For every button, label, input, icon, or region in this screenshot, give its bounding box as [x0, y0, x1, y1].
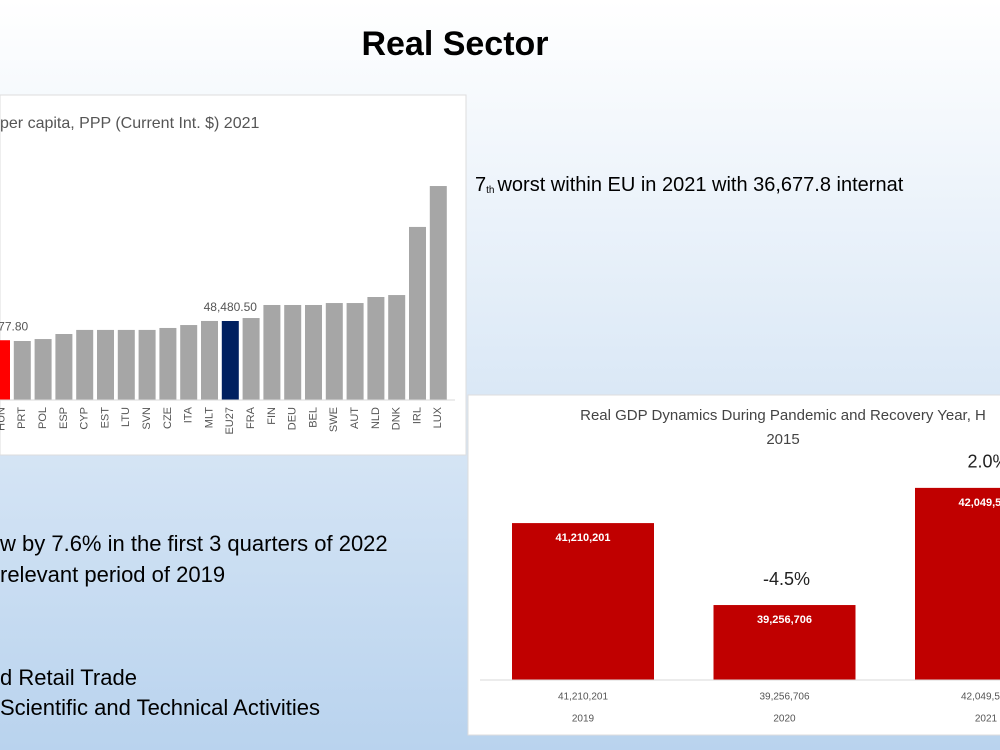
value-label: 39,256,706	[757, 614, 812, 626]
bar	[76, 329, 94, 400]
rank-text: 7th worst within EU in 2021 with 36,677.8…	[475, 174, 904, 196]
change-annotation: 2.0%	[967, 452, 1000, 472]
x-tick-label: EU27	[224, 407, 236, 435]
x-tick-label: DEU	[287, 407, 299, 430]
x-tick-label: IRL	[411, 407, 423, 424]
bar	[915, 487, 1000, 680]
bullet: Scientific and Technical Activities	[0, 695, 320, 720]
x-tick-label: DNK	[391, 406, 403, 430]
bullet: w by 7.6% in the first 3 quarters of 202…	[0, 531, 388, 556]
x-tick-label: AUT	[349, 407, 361, 429]
bar	[284, 304, 302, 400]
x-value-label: 42,049,500	[961, 692, 1000, 703]
x-tick-label: LTU	[120, 407, 132, 427]
bar	[346, 303, 364, 400]
x-tick-label: CYP	[79, 407, 91, 430]
chart-title: Real GDP Dynamics During Pandemic and Re…	[580, 407, 986, 424]
value-label: 42,049,500	[958, 497, 1000, 509]
bar	[180, 325, 198, 400]
bar	[221, 320, 239, 400]
change-annotation: -4.5%	[763, 569, 810, 589]
x-tick-label: ITA	[183, 406, 195, 423]
bar	[34, 339, 52, 400]
bullet: d Retail Trade	[0, 665, 137, 690]
x-tick-label: PRT	[16, 407, 28, 429]
chart-panel	[0, 94, 467, 456]
x-tick-label: MLT	[203, 407, 215, 428]
bar	[55, 334, 73, 400]
x-tick-label: FRA	[245, 406, 257, 429]
x-tick-label: BEL	[307, 407, 319, 428]
value-label: 48,480.50	[204, 300, 258, 314]
x-tick-label: NLD	[370, 407, 382, 429]
rank-number: 7	[475, 174, 486, 196]
rank-suffix: th	[486, 185, 494, 196]
x-tick-label: ESP	[58, 407, 70, 429]
x-tick-label: LUX	[432, 406, 444, 428]
bullet: relevant period of 2019	[0, 562, 225, 587]
value-label: 41,210,201	[555, 532, 610, 544]
bar	[325, 303, 343, 400]
bar	[263, 304, 281, 400]
bar	[0, 340, 10, 400]
x-tick-label: 2021	[975, 714, 998, 725]
value-label: 36,677.80	[0, 319, 29, 333]
x-value-label: 41,210,201	[558, 692, 608, 703]
rank-body: worst within EU in 2021 with 36,677.8 in…	[496, 174, 903, 196]
bar	[367, 297, 385, 400]
x-tick-label: HUN	[0, 407, 7, 431]
bar	[117, 329, 135, 400]
bar	[512, 523, 654, 680]
bar	[713, 605, 856, 680]
bar	[138, 329, 156, 400]
bar	[159, 327, 177, 400]
bar	[388, 295, 406, 400]
bar	[201, 320, 218, 400]
x-tick-label: CZE	[162, 407, 174, 429]
x-tick-label: POL	[37, 407, 49, 429]
chart-title: 2015	[766, 431, 799, 448]
chart-title: per capita, PPP (Current Int. $) 2021	[0, 115, 260, 132]
x-tick-label: 2020	[773, 714, 796, 725]
bar	[429, 186, 447, 400]
x-tick-label: FIN	[266, 407, 278, 425]
bar	[97, 329, 114, 400]
bar	[305, 304, 322, 400]
bar	[409, 226, 426, 400]
x-tick-label: SWE	[328, 407, 340, 432]
x-tick-label: EST	[99, 407, 111, 429]
bar	[242, 318, 260, 400]
x-tick-label: 2019	[572, 714, 595, 725]
bar	[13, 341, 31, 400]
x-value-label: 39,256,706	[759, 692, 809, 703]
x-tick-label: SVN	[141, 407, 153, 430]
slide-title: Real Sector	[361, 25, 548, 63]
